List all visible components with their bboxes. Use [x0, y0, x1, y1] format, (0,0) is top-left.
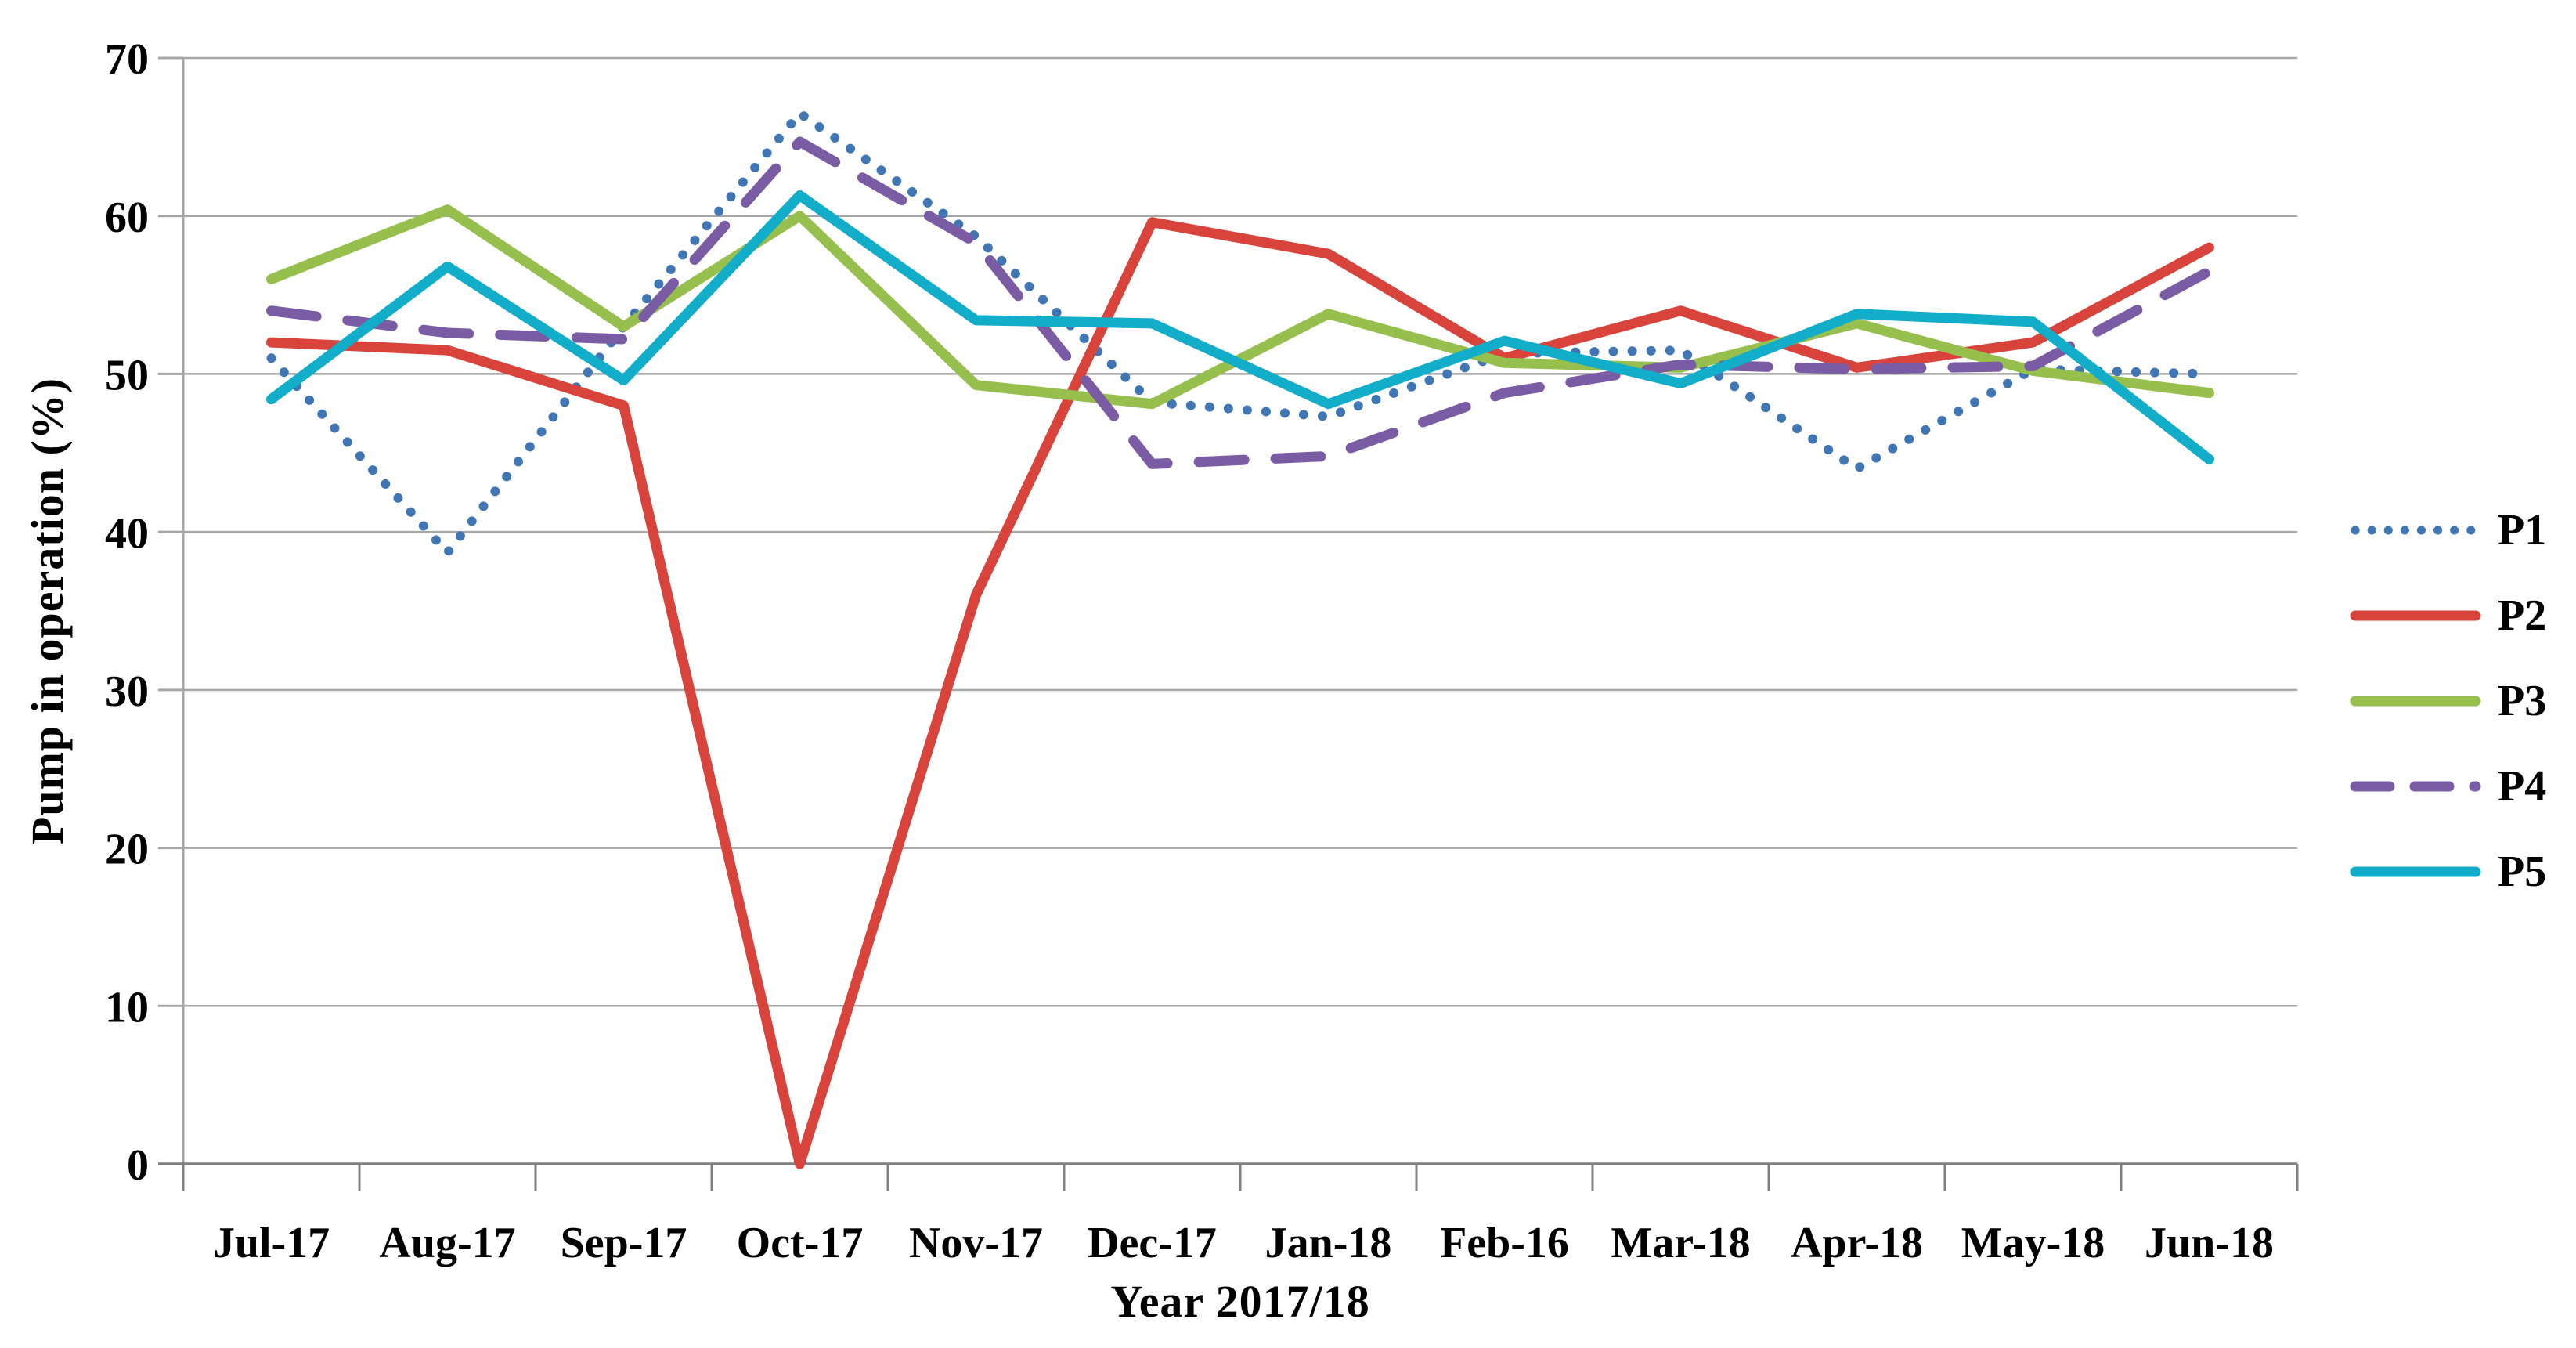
x-tick-label-Nov-17: Nov-17 [909, 1219, 1043, 1267]
legend-item-P3: P3 [2349, 658, 2546, 743]
x-axis-title: Year 2017/18 [1110, 1276, 1370, 1327]
legend-P3-swatch-solid-line-icon [2350, 696, 2481, 706]
legend-label-P1: P1 [2498, 505, 2547, 555]
legend-item-P1: P1 [2349, 487, 2546, 573]
legend-P4-swatch-dashed-line-icon [2350, 781, 2481, 791]
series-P2-line [266, 217, 2214, 1169]
x-tick-label-Apr-18: Apr-18 [1791, 1219, 1923, 1267]
x-tick-label-Dec-17: Dec-17 [1088, 1219, 1217, 1267]
legend-label-P5: P5 [2498, 847, 2547, 896]
y-tick-label-70: 70 [105, 35, 149, 84]
y-axis-title: Pump in operation (%) [22, 377, 73, 845]
legend-label-P4: P4 [2498, 761, 2547, 811]
x-tick-label-Jun-18: Jun-18 [2145, 1219, 2274, 1267]
legend-P1-swatch-dotted-line-icon [2351, 526, 2480, 534]
y-tick-label-40: 40 [105, 509, 149, 558]
x-tick-label-May-18: May-18 [1961, 1219, 2105, 1267]
legend-item-P5: P5 [2349, 829, 2546, 914]
x-tick-label-Jan-18: Jan-18 [1265, 1219, 1392, 1267]
x-tick-label-Mar-18: Mar-18 [1611, 1219, 1750, 1267]
legend-P2-swatch-solid-line-icon [2350, 610, 2481, 620]
legend-item-P4: P4 [2349, 743, 2546, 829]
x-tick-label-Oct-17: Oct-17 [737, 1219, 864, 1267]
legend-item-P2: P2 [2349, 573, 2546, 658]
y-tick-label-60: 60 [105, 193, 149, 242]
legend: P1 P2 P3 P4 P5 [2349, 487, 2546, 914]
x-tick-label-Feb-16: Feb-16 [1440, 1219, 1569, 1267]
y-tick-label-10: 10 [105, 983, 149, 1032]
y-tick-label-0: 0 [127, 1141, 149, 1190]
x-tick-label-Aug-17: Aug-17 [379, 1219, 515, 1267]
series-P1-line [266, 108, 2214, 558]
legend-label-P2: P2 [2498, 591, 2547, 640]
y-tick-label-30: 30 [105, 667, 149, 716]
x-tick-label-Jul-17: Jul-17 [213, 1219, 330, 1267]
legend-label-P3: P3 [2498, 676, 2547, 725]
x-tick-label-Sep-17: Sep-17 [561, 1219, 687, 1267]
series-P5-line [266, 190, 2214, 464]
y-tick-label-50: 50 [105, 352, 149, 400]
series-P4-line [266, 136, 2214, 469]
y-tick-label-20: 20 [105, 826, 149, 874]
legend-P5-swatch-solid-line-icon [2350, 866, 2481, 876]
